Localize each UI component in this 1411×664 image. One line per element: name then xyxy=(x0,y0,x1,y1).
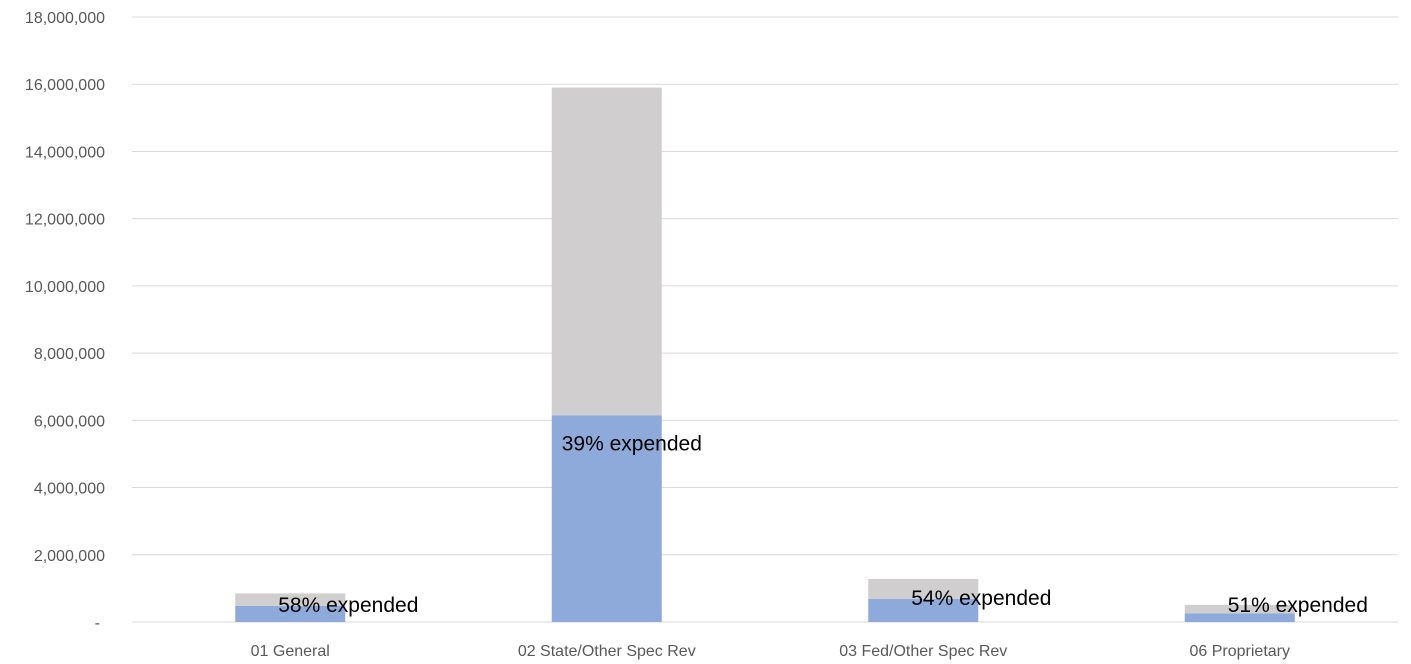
y-tick-label: 16,000,000 xyxy=(25,77,105,94)
gridlines xyxy=(132,16,1398,623)
bar-remaining xyxy=(235,593,346,606)
bars xyxy=(235,87,1295,622)
bar-expended xyxy=(235,605,346,622)
y-tick-label: 8,000,000 xyxy=(34,346,105,363)
y-tick-label: 6,000,000 xyxy=(34,413,105,430)
data-label-percent-expended: 51% expended xyxy=(1228,594,1368,617)
x-category-label: 01 General xyxy=(251,643,330,660)
data-labels: 58% expended 39% expended 54% expended 51% … xyxy=(278,432,1368,617)
y-tick-label: - xyxy=(95,615,100,632)
x-category-label: 06 Proprietary xyxy=(1190,643,1291,660)
x-axis-category-labels: 01 General 02 State/Other Spec Rev 03 Fed/… xyxy=(251,643,1290,660)
bar-remaining xyxy=(868,578,979,599)
data-label-percent-expended: 54% expended xyxy=(911,587,1051,610)
y-tick-label: 12,000,000 xyxy=(25,212,105,229)
y-tick-label: 2,000,000 xyxy=(34,548,105,565)
y-tick-label: 10,000,000 xyxy=(25,279,105,296)
data-label-percent-expended: 58% expended xyxy=(278,594,418,617)
y-tick-label: 18,000,000 xyxy=(25,10,105,27)
y-tick-label: 14,000,000 xyxy=(25,144,105,161)
bar-expended xyxy=(1184,613,1295,622)
y-tick-label: 4,000,000 xyxy=(34,481,105,498)
bar-expended xyxy=(868,598,979,622)
x-category-label: 03 Fed/Other Spec Rev xyxy=(839,643,1007,660)
data-label-percent-expended: 39% expended xyxy=(562,432,702,455)
x-category-label: 02 State/Other Spec Rev xyxy=(518,643,696,660)
bar-expended xyxy=(551,415,662,622)
bar-remaining xyxy=(551,87,662,416)
bar-remaining xyxy=(1184,604,1295,614)
y-axis-tick-labels: - 2,000,000 4,000,000 6,000,000 8,000,000 10,… xyxy=(25,10,105,632)
